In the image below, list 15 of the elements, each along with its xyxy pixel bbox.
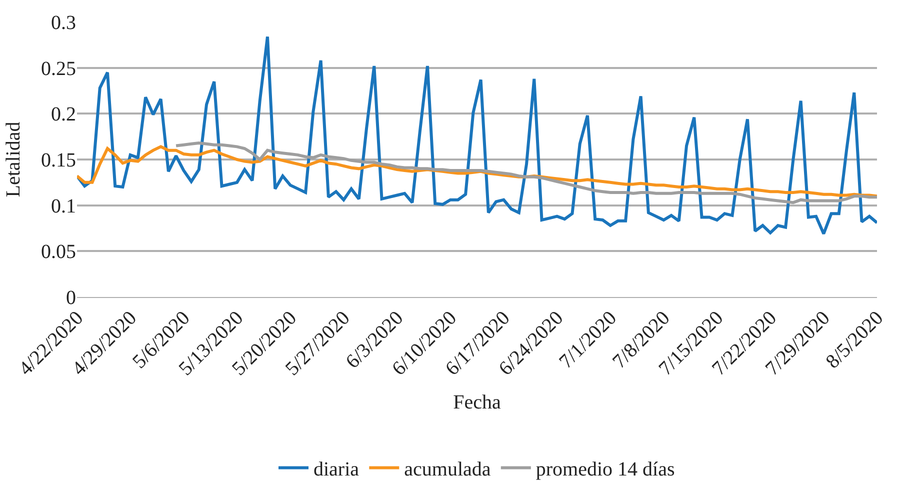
y-tick-label: 0.25: [41, 58, 76, 80]
line-series: [174, 142, 877, 204]
legend-label: promedio 14 días: [536, 458, 675, 481]
legend-label: acumulada: [404, 458, 491, 481]
y-tick-label: 0.1: [51, 195, 76, 218]
y-tick-label: 0.2: [51, 104, 76, 126]
line-series: [77, 35, 877, 236]
legend-label: diaria: [314, 458, 360, 481]
y-tick-label: 0: [66, 287, 76, 309]
y-axis-title: Letalidad: [2, 122, 24, 198]
y-tick-label: 0.3: [51, 12, 76, 34]
x-axis-title: Fecha: [453, 391, 501, 414]
y-tick-label: 0.05: [41, 241, 76, 264]
y-tick-label: 0.15: [41, 150, 76, 172]
line-series: [77, 145, 877, 198]
